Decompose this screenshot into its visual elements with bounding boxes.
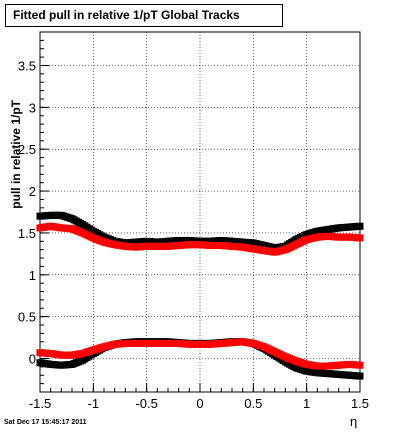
data-markers xyxy=(36,211,364,380)
grid-lines xyxy=(40,32,360,392)
x-tick-label: -0.5 xyxy=(135,396,157,411)
series-red xyxy=(36,222,364,256)
x-tick-label: 0 xyxy=(196,396,203,411)
series-red xyxy=(36,338,364,370)
x-tick-label: -1 xyxy=(88,396,100,411)
y-tick-label: 2.5 xyxy=(18,142,36,157)
tick-labels: -1.5 -1 -0.5 0 0.5 1 1.5 0 0.5 1 1.5 2 2.5 3 3.5 xyxy=(18,58,369,411)
data-point xyxy=(356,372,364,380)
chart-title: Fitted pull in relative 1/pT Global Trac… xyxy=(5,4,283,27)
x-tick-label: 1 xyxy=(303,396,310,411)
y-tick-label: 2 xyxy=(29,184,36,199)
data-point xyxy=(356,222,364,230)
y-tick-label: 1 xyxy=(29,268,36,283)
x-tick-label: 0.5 xyxy=(244,396,262,411)
y-tick-label: 3.5 xyxy=(18,58,36,73)
x-axis-label: η xyxy=(350,414,358,429)
x-tick-label: 1.5 xyxy=(351,396,369,411)
x-tick-label: -1.5 xyxy=(29,396,51,411)
y-tick-label: 3 xyxy=(29,100,36,115)
data-point xyxy=(356,361,364,369)
y-tick-label: 0 xyxy=(29,352,36,367)
y-tick-label: 1.5 xyxy=(18,226,36,241)
y-tick-label: 0.5 xyxy=(18,310,36,325)
data-point xyxy=(356,234,364,242)
timestamp: Sat Dec 17 15:45:17 2011 xyxy=(4,419,87,426)
y-axis-label: pull in relative 1/pT xyxy=(9,100,23,209)
